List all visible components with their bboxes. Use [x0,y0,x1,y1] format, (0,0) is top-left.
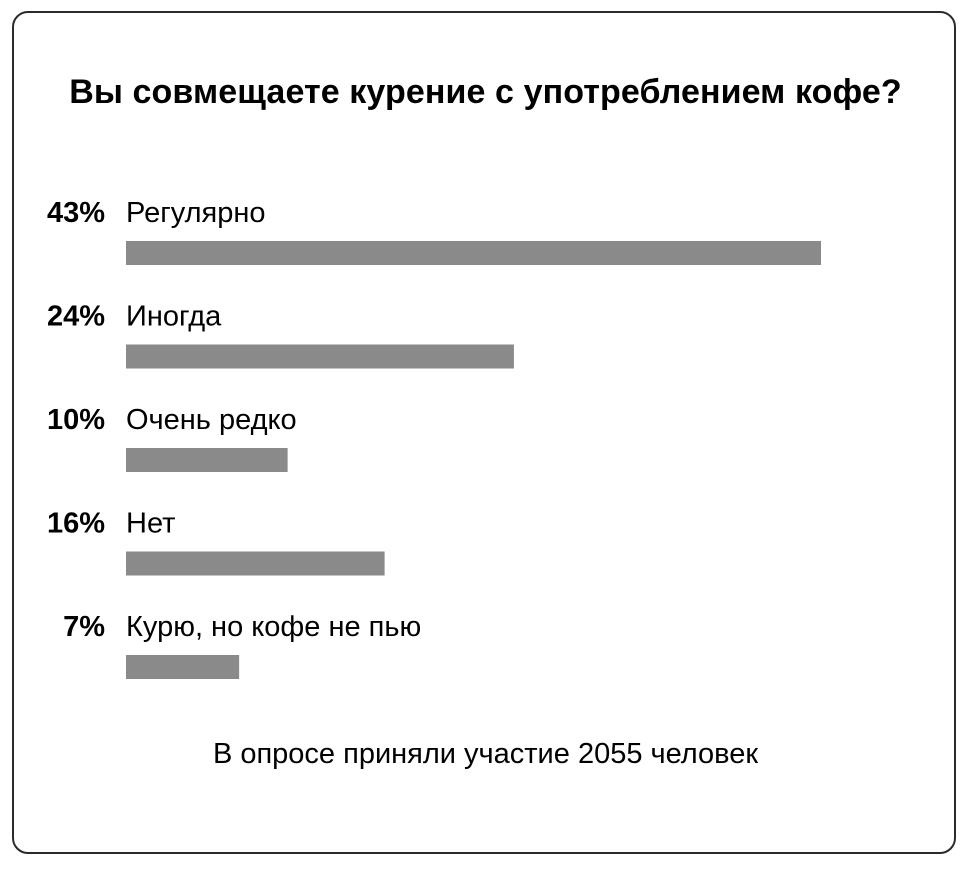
bar-category-label: Очень редко [126,404,297,436]
bar-category-label: Регулярно [126,197,266,229]
bar [126,551,385,576]
bar-category-label: Курю, но кофе не пью [126,611,421,643]
poll-card [12,11,956,854]
bar-value-label: 43% [47,197,105,229]
bar-value-label: 24% [47,301,105,333]
bar [126,655,240,679]
bar-category-label: Иногда [126,301,222,333]
bar-value-label: 16% [47,508,105,540]
poll-title: Вы совмещаете курение с употреблением ко… [69,73,902,111]
bar-value-label: 10% [47,404,105,436]
bar [126,344,514,369]
bar [126,241,821,265]
bar [126,448,288,472]
bar-category-label: Нет [126,508,175,540]
bar-value-label: 7% [63,611,105,643]
poll-footer: В опросе приняли участие 2055 человек [212,738,759,770]
